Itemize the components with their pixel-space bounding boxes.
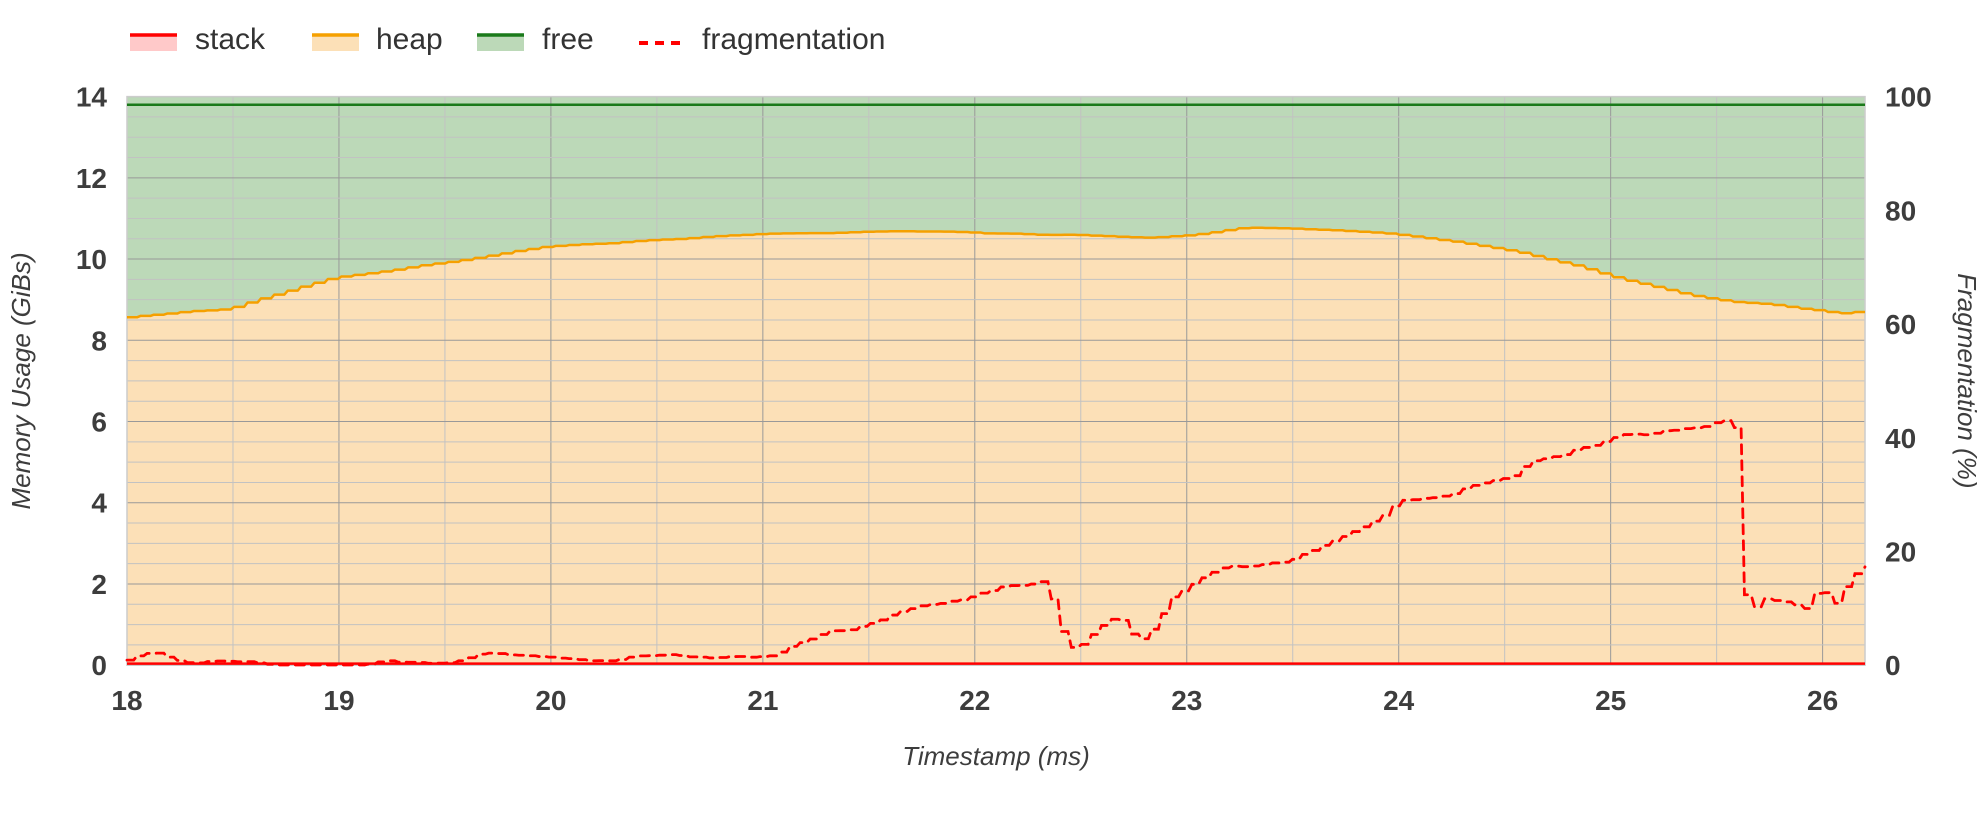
svg-text:12: 12 <box>76 163 107 194</box>
svg-text:23: 23 <box>1171 685 1202 716</box>
svg-text:18: 18 <box>111 685 142 716</box>
svg-text:10: 10 <box>76 244 107 275</box>
svg-text:heap: heap <box>376 23 443 56</box>
svg-text:0: 0 <box>91 650 107 681</box>
svg-text:Timestamp (ms): Timestamp (ms) <box>902 741 1090 771</box>
svg-text:100: 100 <box>1885 82 1932 113</box>
svg-text:80: 80 <box>1885 195 1916 226</box>
svg-text:21: 21 <box>747 685 778 716</box>
svg-text:14: 14 <box>76 82 108 113</box>
svg-text:19: 19 <box>323 685 354 716</box>
svg-text:0: 0 <box>1885 650 1901 681</box>
svg-text:Fragmentation (%): Fragmentation (%) <box>1952 273 1982 488</box>
svg-text:fragmentation: fragmentation <box>702 23 885 56</box>
svg-text:26: 26 <box>1807 685 1838 716</box>
svg-text:8: 8 <box>91 325 107 356</box>
svg-text:2: 2 <box>91 569 107 600</box>
svg-text:20: 20 <box>1885 537 1916 568</box>
svg-text:stack: stack <box>195 23 266 56</box>
svg-text:22: 22 <box>959 685 990 716</box>
svg-text:40: 40 <box>1885 423 1916 454</box>
svg-text:6: 6 <box>91 407 107 438</box>
svg-text:24: 24 <box>1383 685 1415 716</box>
svg-text:60: 60 <box>1885 309 1916 340</box>
svg-text:free: free <box>542 23 594 56</box>
svg-text:4: 4 <box>91 488 107 519</box>
svg-text:Memory Usage (GiBs): Memory Usage (GiBs) <box>6 252 36 509</box>
svg-text:25: 25 <box>1595 685 1626 716</box>
svg-text:20: 20 <box>535 685 566 716</box>
